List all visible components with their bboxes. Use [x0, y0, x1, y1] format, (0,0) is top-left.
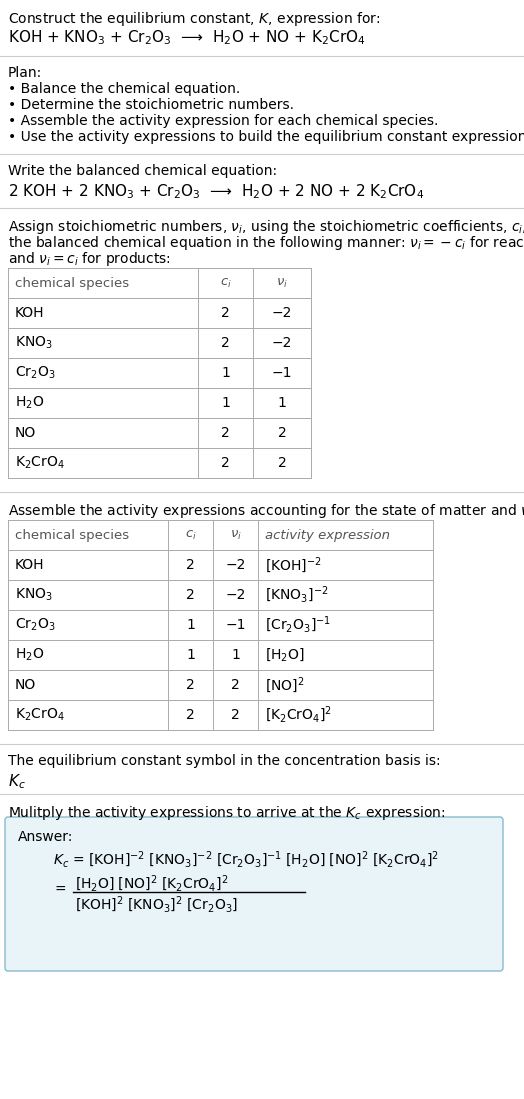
Text: 2: 2 — [278, 456, 287, 470]
Text: chemical species: chemical species — [15, 277, 129, 289]
Text: Answer:: Answer: — [18, 830, 73, 844]
Text: Assemble the activity expressions accounting for the state of matter and $\nu_i$: Assemble the activity expressions accoun… — [8, 502, 524, 520]
Text: $c_i$: $c_i$ — [184, 529, 196, 542]
Text: KOH: KOH — [15, 558, 45, 571]
Text: 2: 2 — [186, 558, 195, 571]
Text: activity expression: activity expression — [265, 529, 390, 542]
Text: −2: −2 — [225, 558, 246, 571]
Text: 2: 2 — [231, 678, 240, 692]
Text: K$_2$CrO$_4$: K$_2$CrO$_4$ — [15, 455, 65, 471]
Text: chemical species: chemical species — [15, 529, 129, 542]
Text: • Assemble the activity expression for each chemical species.: • Assemble the activity expression for e… — [8, 114, 439, 127]
Text: KOH: KOH — [15, 306, 45, 320]
Text: $\nu_i$: $\nu_i$ — [276, 277, 288, 289]
Text: the balanced chemical equation in the following manner: $\nu_i = -c_i$ for react: the balanced chemical equation in the fo… — [8, 234, 524, 252]
Text: Plan:: Plan: — [8, 66, 42, 80]
Text: [H$_2$O] [NO]$^2$ [K$_2$CrO$_4$]$^2$: [H$_2$O] [NO]$^2$ [K$_2$CrO$_4$]$^2$ — [75, 874, 228, 895]
Text: 2: 2 — [186, 708, 195, 722]
Text: Assign stoichiometric numbers, $\nu_i$, using the stoichiometric coefficients, $: Assign stoichiometric numbers, $\nu_i$, … — [8, 218, 524, 236]
Text: −1: −1 — [225, 618, 246, 632]
Text: Construct the equilibrium constant, $K$, expression for:: Construct the equilibrium constant, $K$,… — [8, 10, 380, 27]
Text: 1: 1 — [231, 648, 240, 662]
Text: $c_i$: $c_i$ — [220, 277, 232, 289]
Text: 2: 2 — [186, 588, 195, 602]
FancyBboxPatch shape — [5, 817, 503, 972]
Text: −2: −2 — [272, 306, 292, 320]
Text: 1: 1 — [278, 396, 287, 410]
Text: Write the balanced chemical equation:: Write the balanced chemical equation: — [8, 164, 277, 178]
Text: H$_2$O: H$_2$O — [15, 647, 44, 663]
Text: Mulitply the activity expressions to arrive at the $K_c$ expression:: Mulitply the activity expressions to arr… — [8, 804, 445, 822]
Text: 2: 2 — [221, 306, 230, 320]
Text: The equilibrium constant symbol in the concentration basis is:: The equilibrium constant symbol in the c… — [8, 754, 441, 768]
Text: and $\nu_i = c_i$ for products:: and $\nu_i = c_i$ for products: — [8, 249, 171, 268]
Text: Cr$_2$O$_3$: Cr$_2$O$_3$ — [15, 617, 56, 633]
Text: 1: 1 — [221, 366, 230, 380]
Text: [KNO$_3$]$^{-2}$: [KNO$_3$]$^{-2}$ — [265, 585, 329, 606]
Text: • Use the activity expressions to build the equilibrium constant expression.: • Use the activity expressions to build … — [8, 130, 524, 144]
Text: $\nu_i$: $\nu_i$ — [230, 529, 242, 542]
Text: H$_2$O: H$_2$O — [15, 395, 44, 411]
Text: 2 KOH + 2 KNO$_3$ + Cr$_2$O$_3$  ⟶  H$_2$O + 2 NO + 2 K$_2$CrO$_4$: 2 KOH + 2 KNO$_3$ + Cr$_2$O$_3$ ⟶ H$_2$O… — [8, 182, 424, 201]
Text: −1: −1 — [272, 366, 292, 380]
Text: 2: 2 — [221, 336, 230, 349]
Text: $K_c$: $K_c$ — [8, 771, 26, 790]
Text: KOH + KNO$_3$ + Cr$_2$O$_3$  ⟶  H$_2$O + NO + K$_2$CrO$_4$: KOH + KNO$_3$ + Cr$_2$O$_3$ ⟶ H$_2$O + N… — [8, 27, 366, 46]
Text: NO: NO — [15, 678, 36, 692]
Text: 1: 1 — [221, 396, 230, 410]
Text: 1: 1 — [186, 648, 195, 662]
Text: • Balance the chemical equation.: • Balance the chemical equation. — [8, 82, 240, 96]
Text: 2: 2 — [221, 426, 230, 440]
Text: KNO$_3$: KNO$_3$ — [15, 587, 53, 603]
Text: Cr$_2$O$_3$: Cr$_2$O$_3$ — [15, 365, 56, 381]
Text: [KOH]$^2$ [KNO$_3$]$^2$ [Cr$_2$O$_3$]: [KOH]$^2$ [KNO$_3$]$^2$ [Cr$_2$O$_3$] — [75, 895, 238, 915]
Text: [NO]$^2$: [NO]$^2$ — [265, 675, 304, 695]
Text: 2: 2 — [221, 456, 230, 470]
Text: =: = — [55, 882, 67, 897]
Text: 2: 2 — [278, 426, 287, 440]
Text: NO: NO — [15, 426, 36, 440]
Text: [KOH]$^{-2}$: [KOH]$^{-2}$ — [265, 555, 322, 575]
Text: K$_2$CrO$_4$: K$_2$CrO$_4$ — [15, 707, 65, 723]
Text: • Determine the stoichiometric numbers.: • Determine the stoichiometric numbers. — [8, 98, 294, 112]
Text: [H$_2$O]: [H$_2$O] — [265, 646, 304, 664]
Text: 2: 2 — [186, 678, 195, 692]
Text: [Cr$_2$O$_3$]$^{-1}$: [Cr$_2$O$_3$]$^{-1}$ — [265, 614, 331, 635]
Text: $K_c$ = [KOH]$^{-2}$ [KNO$_3$]$^{-2}$ [Cr$_2$O$_3$]$^{-1}$ [H$_2$O] [NO]$^2$ [K$: $K_c$ = [KOH]$^{-2}$ [KNO$_3$]$^{-2}$ [C… — [53, 850, 439, 870]
Text: 1: 1 — [186, 618, 195, 632]
Text: [K$_2$CrO$_4$]$^2$: [K$_2$CrO$_4$]$^2$ — [265, 704, 332, 725]
Text: −2: −2 — [272, 336, 292, 349]
Text: 2: 2 — [231, 708, 240, 722]
Text: −2: −2 — [225, 588, 246, 602]
Text: KNO$_3$: KNO$_3$ — [15, 335, 53, 352]
